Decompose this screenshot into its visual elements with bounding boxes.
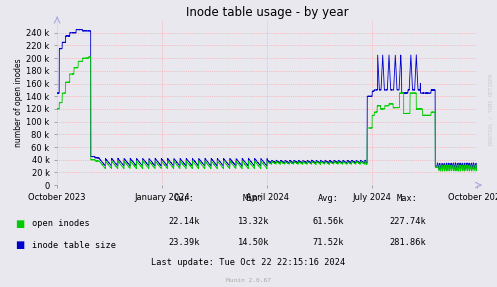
Text: ■: ■ [15, 241, 24, 250]
Text: Munin 2.0.67: Munin 2.0.67 [226, 278, 271, 283]
Text: 22.14k: 22.14k [168, 217, 200, 226]
Text: Cur:: Cur: [173, 194, 194, 203]
Text: 61.56k: 61.56k [312, 217, 344, 226]
Text: 227.74k: 227.74k [389, 217, 426, 226]
Text: 71.52k: 71.52k [312, 238, 344, 247]
Text: Last update: Tue Oct 22 22:15:16 2024: Last update: Tue Oct 22 22:15:16 2024 [152, 259, 345, 267]
Text: 23.39k: 23.39k [168, 238, 200, 247]
Text: ■: ■ [15, 219, 24, 229]
Text: 14.50k: 14.50k [238, 238, 269, 247]
Text: Avg:: Avg: [318, 194, 338, 203]
Text: Max:: Max: [397, 194, 418, 203]
Text: 281.86k: 281.86k [389, 238, 426, 247]
Y-axis label: number of open inodes: number of open inodes [14, 58, 23, 147]
Text: RRDTOOL / TOBI OETIKER: RRDTOOL / TOBI OETIKER [489, 73, 494, 145]
Text: 13.32k: 13.32k [238, 217, 269, 226]
Title: Inode table usage - by year: Inode table usage - by year [186, 6, 348, 19]
Text: inode table size: inode table size [32, 241, 116, 250]
Text: open inodes: open inodes [32, 219, 90, 228]
Text: Min:: Min: [243, 194, 264, 203]
